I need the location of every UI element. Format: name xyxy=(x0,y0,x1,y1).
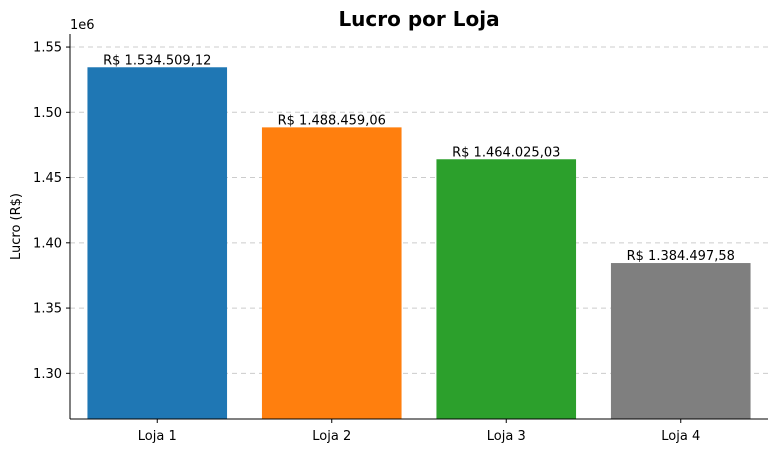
bar-3 xyxy=(436,159,577,419)
chart-title: Lucro por Loja xyxy=(338,7,499,31)
data-label: R$ 1.488.459,06 xyxy=(278,113,386,128)
bar-2 xyxy=(261,127,402,419)
y-tick-label: 1.55 xyxy=(33,41,62,56)
data-label: R$ 1.534.509,12 xyxy=(103,53,211,68)
y-axis-label: Lucro (R$) xyxy=(9,193,24,260)
y-axis-ticks: 1.30 1.35 1.40 1.45 1.50 1.55 xyxy=(33,41,70,382)
y-tick-label: 1.45 xyxy=(33,171,62,186)
bar-1 xyxy=(87,67,228,419)
bar-4 xyxy=(610,263,751,419)
y-axis-offset-label: 1e6 xyxy=(70,18,95,33)
x-tick-label: Loja 3 xyxy=(487,429,526,444)
x-tick-label: Loja 2 xyxy=(312,429,351,444)
x-tick-label: Loja 1 xyxy=(138,429,177,444)
data-label: R$ 1.464.025,03 xyxy=(452,145,560,160)
data-labels: R$ 1.534.509,12 R$ 1.488.459,06 R$ 1.464.0… xyxy=(103,53,735,264)
y-tick-label: 1.50 xyxy=(33,106,62,121)
data-label: R$ 1.384.497,58 xyxy=(627,249,735,264)
y-tick-label: 1.30 xyxy=(33,367,62,382)
x-axis-ticks: Loja 1 Loja 2 Loja 3 Loja 4 xyxy=(138,419,700,444)
bars xyxy=(87,67,751,419)
y-tick-label: 1.40 xyxy=(33,236,62,251)
x-tick-label: Loja 4 xyxy=(661,429,700,444)
axes xyxy=(69,34,768,420)
y-tick-label: 1.35 xyxy=(33,302,62,317)
